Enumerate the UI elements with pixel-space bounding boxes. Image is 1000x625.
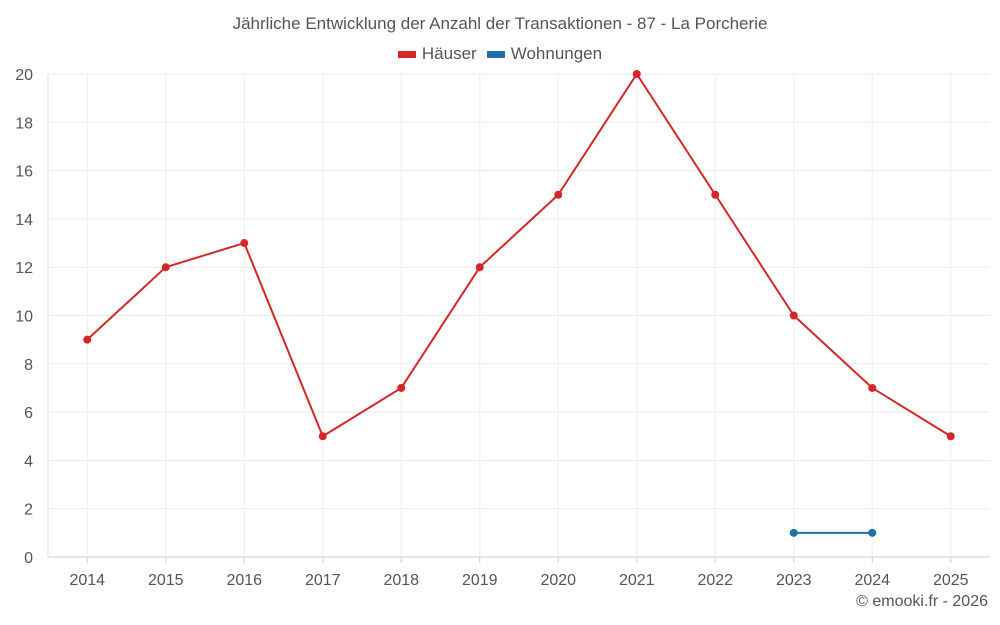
data-point-0[interactable]	[475, 263, 484, 272]
series-group	[83, 70, 955, 537]
y-tick-label: 12	[15, 260, 33, 277]
legend-swatch-wohnungen	[486, 50, 505, 58]
legend: Häuser Wohnungen	[0, 44, 1000, 64]
data-point-0[interactable]	[789, 311, 798, 320]
credit-text: © emooki.fr - 2026	[856, 593, 988, 610]
x-tick-label: 2018	[383, 572, 419, 589]
data-point-1[interactable]	[868, 528, 877, 537]
y-tick-label: 2	[24, 502, 33, 519]
x-tick-label: 2015	[148, 572, 184, 589]
data-point-1[interactable]	[789, 528, 798, 537]
legend-label-wohnungen: Wohnungen	[510, 44, 603, 63]
legend-item-haeuser[interactable]: Häuser	[397, 44, 477, 64]
x-tick-label: 2020	[540, 572, 576, 589]
data-point-0[interactable]	[946, 432, 955, 441]
grid-lines	[47, 73, 990, 558]
chart-title: Jährliche Entwicklung der Anzahl der Tra…	[232, 14, 768, 33]
data-point-0[interactable]	[711, 190, 720, 199]
data-point-0[interactable]	[318, 432, 327, 441]
y-tick-label: 4	[24, 453, 33, 470]
x-tick-label: 2019	[462, 572, 498, 589]
x-tick-label: 2021	[619, 572, 655, 589]
y-tick-label: 14	[15, 212, 33, 229]
x-tick-label: 2022	[697, 572, 733, 589]
y-tick-label: 6	[24, 405, 33, 422]
x-tick-label: 2024	[854, 572, 890, 589]
x-tick-label: 2025	[933, 572, 969, 589]
y-tick-label: 16	[15, 164, 33, 181]
data-point-0[interactable]	[83, 335, 92, 344]
y-tick-label: 18	[15, 115, 33, 132]
y-tick-label: 10	[15, 309, 33, 326]
x-tick-label: 2016	[226, 572, 262, 589]
y-tick-label: 8	[24, 357, 33, 374]
data-point-0[interactable]	[397, 383, 406, 392]
legend-swatch-haeuser	[397, 50, 416, 58]
y-tick-label: 20	[15, 67, 33, 84]
x-tick-label: 2017	[305, 572, 341, 589]
x-tick-label: 2023	[776, 572, 812, 589]
series-line-0	[86, 73, 952, 438]
legend-label-haeuser: Häuser	[421, 44, 477, 63]
data-point-0[interactable]	[554, 190, 563, 199]
data-point-0[interactable]	[240, 239, 249, 248]
data-point-0[interactable]	[161, 263, 170, 272]
y-axis: 0 2 4 6 8 10 12 14 16 18 20	[15, 67, 33, 567]
legend-item-wohnungen[interactable]: Wohnungen	[486, 44, 603, 64]
x-tick-label: 2014	[69, 572, 105, 589]
data-point-0[interactable]	[632, 70, 641, 78]
data-point-0[interactable]	[868, 383, 877, 392]
x-axis: 2014 2015 2016 2017 2018 2019 2020 2021 2022 2023…	[69, 557, 969, 589]
y-tick-label: 0	[24, 550, 33, 567]
